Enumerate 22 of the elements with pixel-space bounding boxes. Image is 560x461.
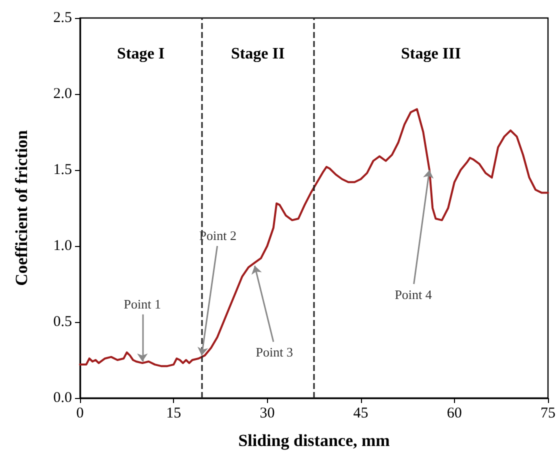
y-tick-label: 1.0 [53, 238, 72, 254]
y-axis-title: Coefficient of friction [12, 130, 31, 286]
y-tick-label: 2.5 [53, 10, 72, 26]
y-tick-label: 0.5 [53, 314, 72, 330]
annotation: Point 2 [199, 228, 236, 244]
x-tick-label: 0 [76, 406, 84, 422]
line-series [79, 108, 549, 368]
x-tick-label: 60 [446, 406, 462, 422]
x-tick-label: 15 [166, 406, 182, 422]
x-tick-label: 30 [260, 406, 275, 422]
annotation: Stage I [117, 46, 165, 62]
annotation: Point 3 [256, 344, 294, 360]
x-tick-label: 75 [540, 406, 556, 422]
y-tick-label: 2.0 [53, 86, 72, 102]
annotation: Point 4 [394, 286, 432, 302]
x-tick-label: 45 [353, 406, 368, 422]
annotation: Point 1 [124, 296, 162, 312]
y-tick-label: 0.0 [53, 390, 72, 406]
y-tick-label: 1.5 [53, 162, 72, 178]
x-axis-title: Sliding distance, mm [238, 431, 390, 450]
annotation: Stage III [400, 46, 462, 62]
annotation: Stage II [230, 46, 285, 62]
